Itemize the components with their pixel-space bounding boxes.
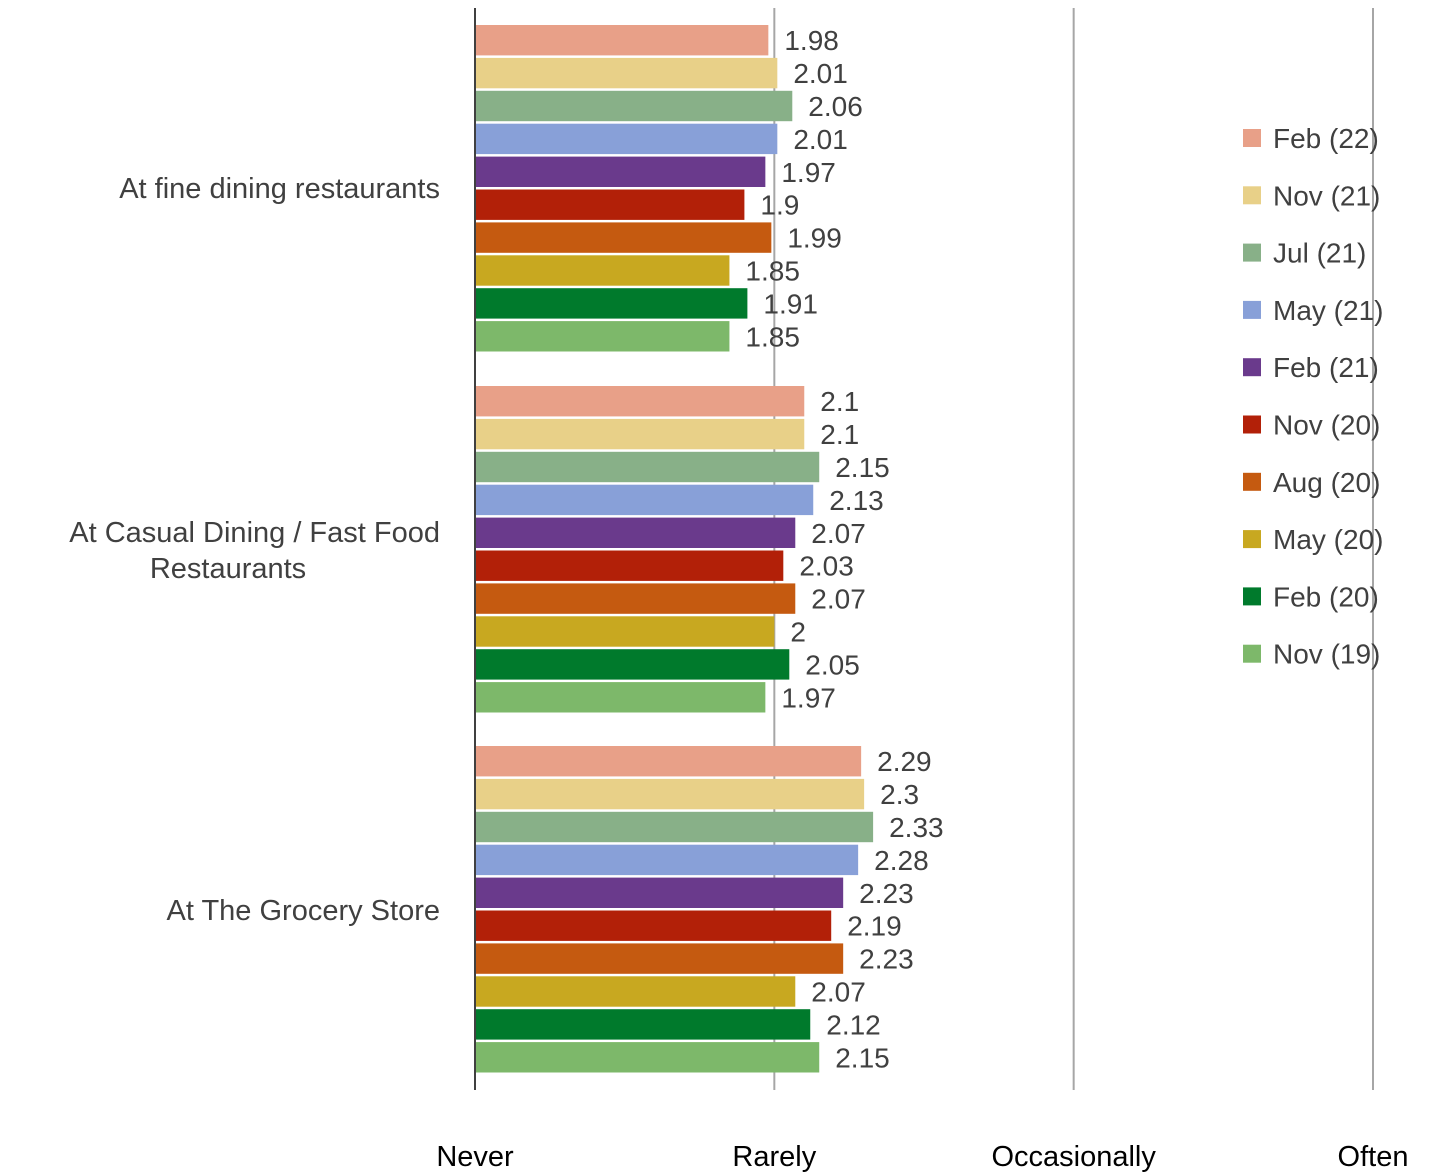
bar-1-1 [475, 418, 805, 450]
data-label-1-9: 1.97 [781, 682, 836, 713]
bar-2-4 [475, 877, 844, 908]
legend-label-8: Feb (20) [1273, 581, 1379, 612]
x-tick-label-0: Never [436, 1141, 514, 1173]
data-label-0-9: 1.85 [745, 321, 800, 352]
x-tick-label-2: Occasionally [991, 1141, 1156, 1173]
bar-0-7 [475, 255, 730, 286]
legend-label-9: Nov (19) [1273, 639, 1380, 670]
data-label-2-0: 2.29 [877, 746, 932, 777]
legend: Feb (22) Nov (21) Jul (21) May (21) Feb (21)… [1243, 123, 1383, 670]
data-label-2-9: 2.15 [835, 1042, 890, 1073]
data-label-1-0: 2.1 [820, 386, 859, 417]
bar-2-0 [475, 746, 862, 777]
bar-1-2 [475, 451, 820, 483]
bar-1-6 [475, 583, 796, 614]
data-label-0-1: 2.01 [793, 58, 848, 89]
data-label-2-1: 2.3 [880, 779, 919, 810]
category-label-2: At The Grocery Store [167, 895, 440, 927]
bar-0-5 [475, 189, 745, 220]
data-label-0-5: 1.9 [760, 190, 799, 221]
bar-1-5 [475, 550, 784, 581]
bar-2-3 [475, 844, 859, 876]
legend-swatch-0 [1243, 129, 1261, 147]
bar-2-1 [475, 778, 865, 810]
legend-swatch-3 [1243, 300, 1261, 319]
legend-swatch-2 [1243, 243, 1261, 262]
data-label-0-4: 1.97 [781, 157, 836, 188]
bar-2-5 [475, 910, 832, 941]
bar-1-7 [475, 616, 775, 647]
bar-1-3 [475, 484, 814, 516]
data-label-1-6: 2.07 [811, 584, 866, 615]
legend-swatch-6 [1243, 472, 1261, 491]
data-label-1-2: 2.15 [835, 452, 890, 483]
category-labels: At fine dining restaurants At Casual Dini… [69, 173, 440, 927]
data-label-2-2: 2.33 [889, 812, 944, 843]
bar-0-9 [475, 321, 730, 352]
bar-0-0 [475, 25, 769, 56]
legend-label-5: Nov (20) [1273, 410, 1380, 441]
bar-0-1 [475, 57, 778, 89]
bar-0-8 [475, 288, 748, 319]
data-label-2-5: 2.19 [847, 911, 902, 942]
data-label-1-4: 2.07 [811, 518, 866, 549]
data-label-1-5: 2.03 [799, 551, 854, 582]
data-label-1-7: 2 [790, 617, 806, 648]
bar-0-3 [475, 123, 778, 155]
data-label-1-8: 2.05 [805, 649, 860, 680]
legend-swatch-4 [1243, 358, 1261, 377]
bar-0-6 [475, 222, 772, 253]
x-tick-labels: Never Rarely Occasionally Often [436, 1141, 1408, 1173]
bar-2-2 [475, 811, 874, 843]
legend-label-2: Jul (21) [1273, 238, 1366, 269]
legend-label-3: May (21) [1273, 295, 1383, 326]
bar-2-6 [475, 943, 844, 974]
x-tick-label-3: Often [1338, 1141, 1409, 1173]
data-label-0-7: 1.85 [745, 256, 800, 287]
legend-label-1: Nov (21) [1273, 180, 1380, 211]
legend-label-7: May (20) [1273, 524, 1383, 555]
legend-label-6: Aug (20) [1273, 467, 1380, 498]
x-tick-label-1: Rarely [732, 1141, 816, 1173]
legend-label-0: Feb (22) [1273, 123, 1379, 154]
bar-1-9 [475, 682, 766, 713]
data-label-0-8: 1.91 [763, 288, 818, 319]
data-label-0-6: 1.99 [787, 223, 842, 254]
legend-swatch-9 [1243, 644, 1261, 663]
category-label-1: At Casual Dining / Fast Food Restaurants [69, 517, 440, 585]
data-labels: 1.98 2.1 2.29 2.01 2.1 2.3 2.06 2.15 2.33 2.01 2.1… [745, 25, 943, 1073]
legend-swatch-1 [1243, 186, 1261, 205]
category-label-0: At fine dining restaurants [119, 173, 440, 205]
data-label-2-3: 2.28 [874, 845, 929, 876]
data-label-2-7: 2.07 [811, 977, 866, 1008]
data-label-2-6: 2.23 [859, 944, 914, 975]
grid-lines [773, 8, 1374, 1090]
legend-swatch-5 [1243, 415, 1261, 434]
data-label-1-3: 2.13 [829, 485, 884, 516]
data-label-2-8: 2.12 [826, 1009, 881, 1040]
bar-2-9 [475, 1042, 820, 1073]
legend-swatch-7 [1243, 530, 1261, 549]
bar-2-8 [475, 1009, 811, 1040]
data-label-1-1: 2.1 [820, 419, 859, 450]
data-label-2-4: 2.23 [859, 878, 914, 909]
bar-0-4 [475, 156, 766, 187]
bar-1-4 [475, 517, 796, 548]
bar-2-7 [475, 976, 796, 1007]
bar-1-8 [475, 649, 790, 680]
data-label-0-2: 2.06 [808, 91, 863, 122]
legend-swatch-8 [1243, 587, 1261, 606]
bar-1-0 [475, 386, 805, 417]
bars [475, 25, 874, 1073]
data-label-0-0: 1.98 [784, 25, 839, 56]
data-label-0-3: 2.01 [793, 124, 848, 155]
bar-0-2 [475, 90, 793, 122]
legend-label-4: Feb (21) [1273, 352, 1379, 383]
